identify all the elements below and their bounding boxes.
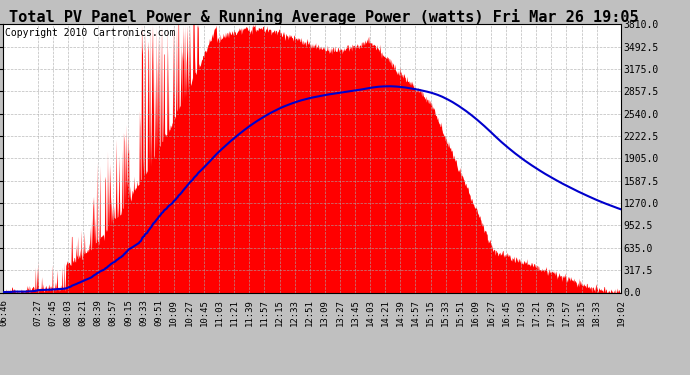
Text: Copyright 2010 Cartronics.com: Copyright 2010 Cartronics.com [6, 28, 176, 38]
Text: Total PV Panel Power & Running Average Power (watts) Fri Mar 26 19:05: Total PV Panel Power & Running Average P… [10, 9, 639, 26]
